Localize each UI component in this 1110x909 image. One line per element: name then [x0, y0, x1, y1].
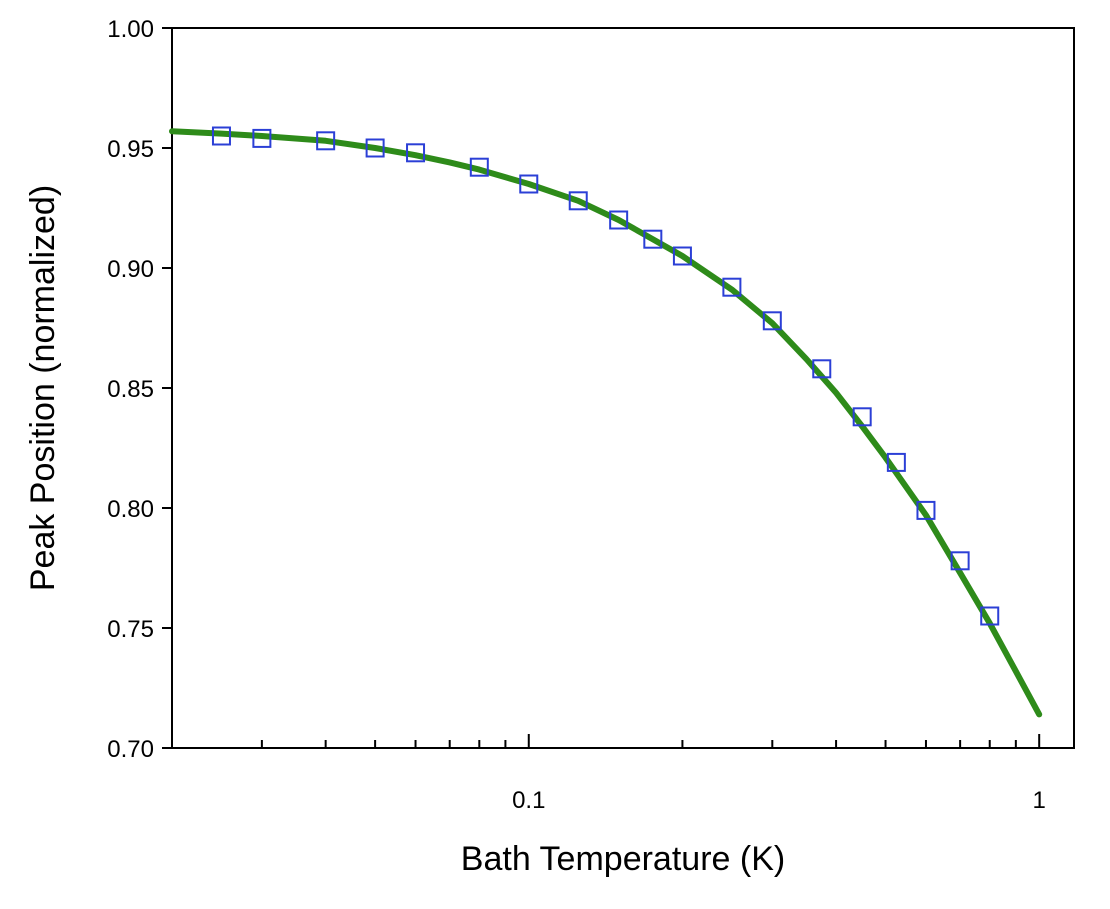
x-tick-label: 1 — [1033, 787, 1046, 814]
data-point-marker — [672, 246, 692, 266]
y-tick-label: 0.85 — [107, 376, 154, 403]
data-point-marker — [519, 174, 539, 194]
y-tick-label: 0.95 — [107, 136, 154, 163]
y-tick-label: 0.70 — [107, 736, 154, 763]
data-point-marker — [812, 359, 832, 379]
x-axis-ticks — [260, 734, 1041, 748]
y-tick-label: 1.00 — [107, 16, 154, 43]
series-layer — [169, 126, 1043, 718]
fit-curve — [169, 128, 1043, 718]
data-point-marker — [316, 131, 336, 151]
data-point-marker — [950, 551, 970, 571]
y-axis-title: Peak Position (normalized) — [24, 185, 62, 591]
data-point-marker — [852, 407, 872, 427]
data-point-marker — [886, 452, 906, 472]
data-point-marker — [762, 311, 782, 331]
data-point-marker — [568, 191, 588, 211]
data-point-marker — [469, 157, 489, 177]
y-axis-tick-labels: 0.70 0.75 0.80 0.85 0.90 0.95 1.00 — [107, 16, 154, 763]
data-point-marker — [609, 210, 629, 230]
data-point-marker — [980, 606, 1000, 626]
x-tick-label: 0.1 — [512, 787, 545, 814]
data-point-marker — [365, 138, 385, 158]
x-axis-tick-labels: 0.1 1 — [512, 787, 1046, 814]
plot-frame — [171, 27, 1075, 749]
y-tick-label: 0.75 — [107, 616, 154, 643]
data-point-marker — [211, 126, 231, 146]
y-axis-ticks — [162, 27, 172, 749]
y-tick-label: 0.90 — [107, 256, 154, 283]
data-point-marker — [643, 229, 663, 249]
data-point-marker — [916, 500, 936, 520]
data-point-marker — [722, 277, 742, 297]
data-point-marker — [252, 128, 272, 148]
y-tick-label: 0.80 — [107, 496, 154, 523]
x-axis-title: Bath Temperature (K) — [461, 840, 785, 878]
data-point-marker — [406, 143, 426, 163]
